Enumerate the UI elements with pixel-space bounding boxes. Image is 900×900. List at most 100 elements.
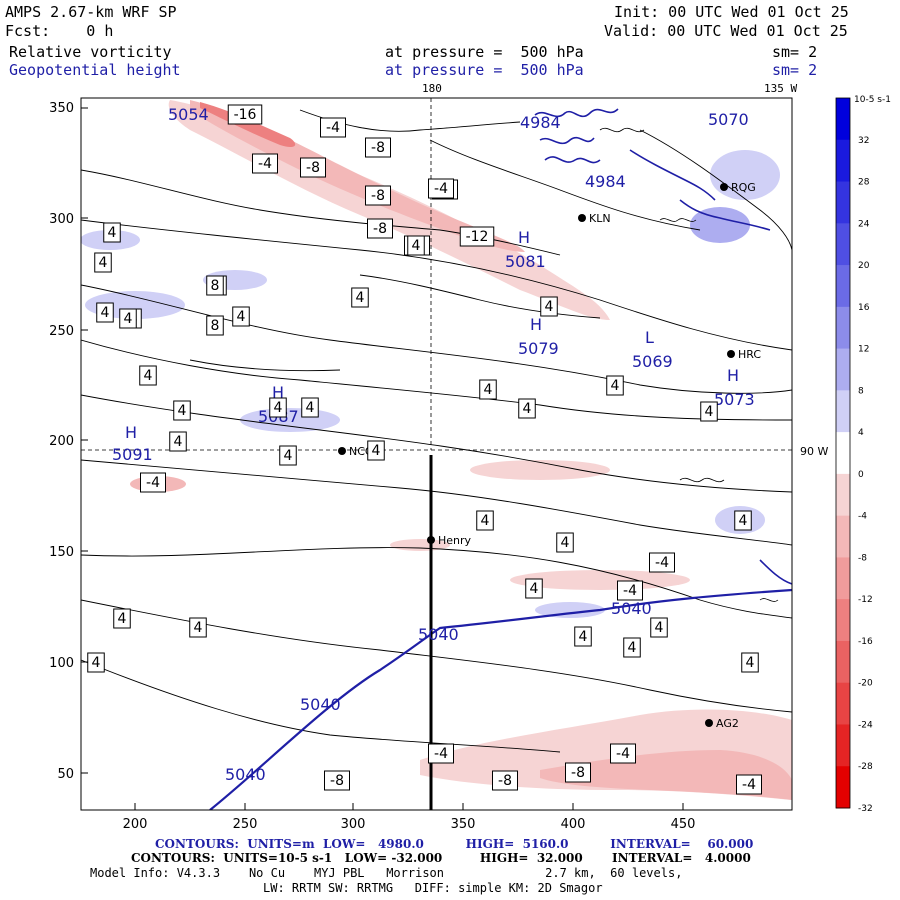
- colorbar-swatch: [836, 682, 850, 725]
- vort-label: 4: [412, 238, 421, 254]
- vort-label-box: [741, 652, 759, 673]
- vort-label: 4: [628, 640, 637, 656]
- vort-label-box: [649, 552, 675, 573]
- vort-label: 4: [144, 368, 153, 384]
- vort-label: 4: [356, 290, 365, 306]
- vort-label-box: [139, 365, 157, 386]
- vort-label-box: [189, 617, 207, 638]
- vort-label-box: [540, 296, 558, 317]
- colorbar-swatch: [836, 557, 850, 600]
- high-label: H: [125, 423, 137, 442]
- lon-label-180: 180: [422, 82, 442, 95]
- vort-label: 4: [481, 513, 490, 529]
- y-tick-label: 50: [57, 767, 74, 782]
- vort-label: -8: [371, 188, 385, 204]
- vort-label: 4: [92, 655, 101, 671]
- colorbar-swatch: [836, 724, 850, 767]
- vort-label: 4: [746, 655, 755, 671]
- vort-shade-neg-patch: [470, 460, 610, 480]
- x-tick-label: 300: [341, 817, 366, 832]
- y-tick-label: 150: [49, 545, 74, 560]
- vort-label-box: [610, 743, 636, 764]
- vort-label: 8: [211, 318, 220, 334]
- vort-label: 4: [174, 434, 183, 450]
- x-tick-label: 200: [123, 817, 148, 832]
- high-value: 5081: [505, 252, 546, 271]
- height-contour-label: 5040: [300, 695, 341, 714]
- colorbar-swatch: [836, 766, 850, 809]
- vort-label-box: [365, 185, 391, 206]
- forecast-hour: Fcst: 0 h: [5, 22, 114, 40]
- vort-label-box: [324, 770, 350, 791]
- vort-label: -8: [571, 765, 585, 781]
- x-tick-label: 350: [451, 817, 476, 832]
- vort-label-box: [736, 774, 762, 795]
- vort-label: -8: [371, 140, 385, 156]
- vort-label-box: [574, 626, 592, 647]
- height-contour-label: 5070: [708, 110, 749, 129]
- vort-label-box: [700, 401, 718, 422]
- vort-label: -4: [434, 746, 448, 762]
- colorbar-tick-label: 32: [858, 136, 869, 146]
- vort-label: -4: [655, 555, 669, 571]
- vort-shade-pos-patch: [690, 207, 750, 243]
- vort-label: 4: [306, 400, 315, 416]
- vort-label-box: [367, 218, 393, 239]
- station-marker: [338, 447, 346, 455]
- vort-label: 4: [194, 620, 203, 636]
- vort-label: 4: [237, 309, 246, 325]
- colorbar-tick-label: -16: [858, 637, 873, 647]
- high-label: H: [727, 366, 739, 385]
- colorbar-tick-label: -32: [858, 804, 873, 814]
- field-vorticity-label: Relative vorticity: [9, 43, 172, 61]
- vort-label-box: [173, 400, 191, 421]
- vort-label-box: [459, 226, 495, 247]
- vort-label-box: [351, 287, 369, 308]
- colorbar-swatch: [836, 306, 850, 350]
- station-label: KLN: [589, 212, 611, 225]
- colorbar-swatch: [836, 432, 850, 475]
- vort-label: -8: [373, 221, 387, 237]
- footer-physics-info: LW: RRTM SW: RRTMG DIFF: simple KM: 2D S…: [263, 881, 603, 895]
- vort-label: -8: [306, 160, 320, 176]
- vort-label-box: [367, 440, 385, 461]
- colorbar-swatch: [836, 98, 850, 141]
- vort-label: 8: [211, 278, 220, 294]
- vort-shade-pos-patch: [535, 602, 605, 618]
- vort-label-box: [476, 510, 494, 531]
- pressure-level-2: at pressure = 500 hPa: [385, 61, 584, 79]
- vort-label-box: [320, 117, 346, 138]
- colorbar-tick-label: -12: [858, 595, 873, 605]
- vort-label-box: [269, 397, 287, 418]
- vort-label-box: [279, 445, 297, 466]
- vort-label-box: [169, 431, 187, 452]
- colorbar-tick-label: -24: [858, 720, 873, 730]
- colorbar-units: 10-5 s-1: [854, 95, 891, 105]
- vort-shade-neg-core-south: [540, 750, 792, 800]
- vort-label-box: [606, 375, 624, 396]
- lon-label-135w: 135 W: [764, 82, 798, 95]
- high-value: 5079: [518, 339, 559, 358]
- terrain-small-contours: [599, 127, 779, 602]
- vort-label-box: [565, 762, 591, 783]
- footer-height-contours: CONTOURS: UNITS=m LOW= 4980.0 HIGH= 5160…: [155, 837, 754, 851]
- station-label: AG2: [716, 717, 739, 730]
- vort-label-box: [103, 222, 121, 243]
- station-marker: [705, 719, 713, 727]
- geopotential-contours: [209, 588, 792, 810]
- vort-label-box: [365, 137, 391, 158]
- vort-label: 4: [108, 225, 117, 241]
- vort-label-box: [232, 306, 250, 327]
- vort-label: 4: [545, 299, 554, 315]
- pressure-level-1: at pressure = 500 hPa: [385, 43, 584, 61]
- vort-label: -4: [742, 777, 756, 793]
- station-label: HRC: [738, 348, 761, 361]
- y-tick-label: 200: [49, 434, 74, 449]
- vort-label-box: [227, 104, 263, 125]
- x-tick-label: 250: [233, 817, 258, 832]
- high-value: 5073: [714, 390, 755, 409]
- vort-label: -4: [258, 156, 272, 172]
- vort-label: 4: [284, 448, 293, 464]
- vort-label: 4: [579, 629, 588, 645]
- colorbar-swatch: [836, 139, 850, 183]
